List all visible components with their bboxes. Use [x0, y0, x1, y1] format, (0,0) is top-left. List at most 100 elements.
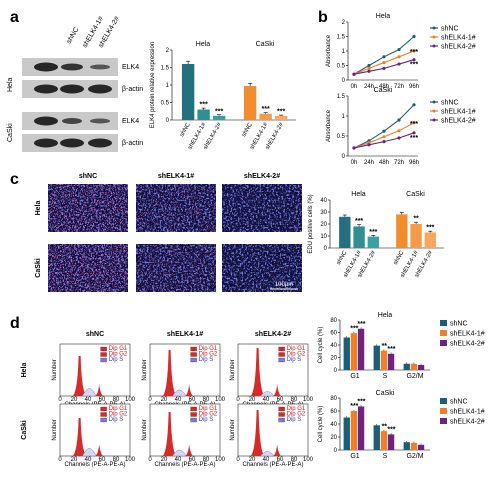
x-tick-label: 20 [71, 397, 78, 403]
significance-mark: ** [382, 423, 388, 430]
legend-label: shELK4-2# [450, 419, 485, 426]
x-tick-label: 100 [215, 457, 226, 463]
data-point [352, 72, 356, 76]
legend-marker [432, 35, 436, 39]
significance-mark: *** [410, 135, 418, 142]
bar [339, 216, 351, 248]
x-tick-label: 60 [189, 457, 196, 463]
x-tick-label: 40 [175, 397, 182, 403]
g1-peak [72, 418, 87, 456]
legend-label: shNC [441, 99, 459, 106]
histogram-legend-swatch [100, 352, 107, 357]
data-point [412, 121, 416, 125]
data-point [382, 61, 386, 65]
x-tick-label: 80 [113, 397, 120, 403]
x-tick-label: 0h [351, 84, 358, 90]
blot-band [34, 138, 58, 148]
data-point [412, 49, 416, 53]
histogram-legend-label: Dip G1 [109, 406, 128, 412]
blot-band [62, 118, 82, 124]
y-tick-label: 60 [330, 409, 337, 415]
y-axis-label: Cell cycle (%) [318, 406, 324, 443]
data-point [397, 62, 401, 66]
g2-peak [95, 384, 104, 396]
y-axis-label: Number [230, 419, 236, 440]
data-point [367, 143, 371, 147]
data-point [397, 136, 401, 140]
bar [380, 350, 388, 370]
significance-mark: *** [215, 108, 223, 115]
legend-label: shELK4-2# [450, 341, 485, 348]
y-tick-label: 1 [166, 83, 170, 89]
micrograph-edu [48, 244, 128, 292]
histogram-legend-swatch [100, 412, 107, 417]
histogram-legend-label: Dip G1 [199, 346, 218, 352]
chart-c-edu-positive: 0 10 20 30 40 EDU positive cells (%) Hela shNC *… [308, 191, 444, 279]
significance-mark: ** [382, 343, 388, 350]
histogram-legend-swatch [100, 357, 107, 363]
legend-label: shELK4-2# [441, 43, 476, 50]
y-tick-label: 1.5 [337, 35, 346, 41]
bar [387, 353, 395, 370]
data-point [397, 55, 401, 59]
data-point [382, 129, 386, 133]
x-tick-label: S [383, 453, 388, 460]
panel-label-a: a [10, 9, 19, 26]
significance-mark: *** [410, 121, 418, 128]
micrograph-edu [136, 184, 216, 232]
group-title: CaSki [256, 41, 275, 48]
histogram-legend-swatch [190, 346, 197, 352]
panel-label-b: b [318, 9, 328, 26]
bar [417, 365, 425, 370]
bar [259, 113, 272, 120]
y-tick-label: 1.5 [337, 94, 346, 100]
significance-mark: *** [262, 106, 270, 113]
significance-mark: *** [410, 49, 418, 56]
blot-lane-label: shNC [66, 26, 81, 45]
histogram-frame [149, 403, 221, 457]
legend-label: shELK4-1# [441, 108, 476, 115]
group-title: CaSki [406, 191, 425, 198]
row-title: CaSki [35, 258, 42, 278]
blot-row-label: Hela [7, 77, 14, 92]
data-point [412, 58, 416, 62]
bar [373, 345, 380, 370]
y-tick-label: 2 [342, 20, 346, 26]
chart-title: CaSki [376, 390, 395, 397]
x-tick-label: 80 [203, 457, 210, 463]
x-axis-label: Channels (PE-A-PE-A) [242, 462, 303, 468]
column-title: shELK4-1# [167, 331, 203, 338]
blot-band [88, 84, 112, 94]
g1-peak [162, 350, 177, 396]
significance-mark: *** [355, 218, 363, 225]
significance-mark: *** [369, 229, 377, 236]
data-point [397, 118, 401, 122]
legend-swatch [440, 398, 447, 404]
blot-band [61, 63, 83, 71]
g1-peak [250, 410, 265, 456]
bar [417, 444, 425, 450]
histogram-frame [237, 343, 309, 397]
histogram-legend-label: Dip G2 [287, 352, 306, 358]
significance-mark: *** [410, 62, 418, 69]
legend-label: shNC [450, 321, 468, 328]
bar [243, 86, 257, 120]
y-tick-label: 0 [342, 78, 346, 84]
legend-label: shELK4-1# [450, 409, 485, 416]
histogram-legend-swatch [278, 417, 285, 423]
group-title: Hela [196, 41, 211, 48]
histogram-legend-label: Dip G2 [287, 412, 306, 418]
x-tick-label: 40 [85, 397, 92, 403]
bar [274, 115, 288, 120]
x-tick-label: 20 [161, 397, 168, 403]
y-tick-label: 20 [330, 356, 337, 362]
x-tick-label: 80 [291, 457, 298, 463]
bar [380, 431, 388, 450]
g1-peak [250, 348, 265, 396]
y-axis-label: Cell cycle (%) [318, 327, 324, 364]
histogram-legend-label: Dip G2 [109, 352, 128, 358]
histogram-legend-swatch [190, 417, 197, 423]
histogram-legend-swatch [100, 346, 107, 352]
